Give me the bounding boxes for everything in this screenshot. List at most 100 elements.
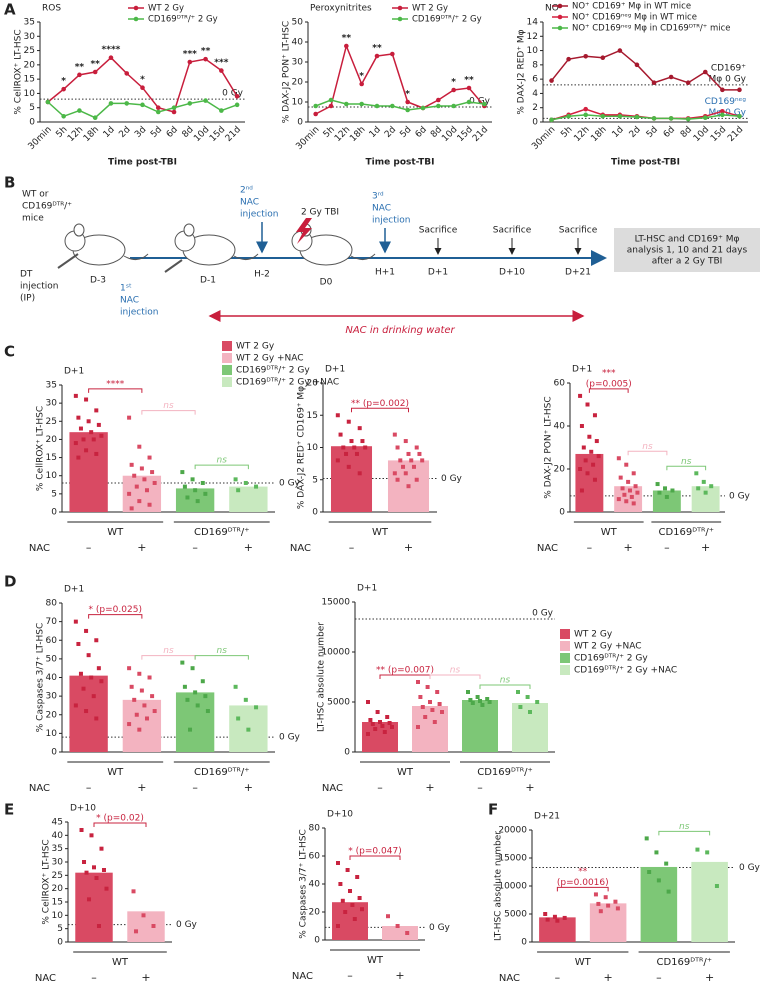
y-tick-label: 20 bbox=[309, 908, 321, 918]
data-point bbox=[137, 727, 142, 732]
diagram-text: NAC in drinking water bbox=[345, 325, 455, 336]
data-point bbox=[374, 103, 380, 109]
data-point bbox=[131, 889, 136, 894]
x-axis-label: Time post-TBI bbox=[611, 158, 680, 168]
data-point bbox=[61, 86, 66, 92]
data-point bbox=[144, 716, 149, 721]
legend-swatch bbox=[222, 353, 232, 363]
data-point bbox=[555, 918, 560, 923]
data-point bbox=[132, 473, 137, 478]
data-point bbox=[243, 697, 248, 702]
comparison-label: ns bbox=[450, 666, 461, 676]
data-point bbox=[152, 480, 157, 485]
data-point bbox=[366, 700, 370, 704]
data-point bbox=[140, 85, 145, 91]
data-point bbox=[99, 679, 104, 684]
data-point bbox=[81, 437, 86, 442]
data-point bbox=[84, 709, 89, 714]
data-point bbox=[254, 484, 259, 489]
bar bbox=[640, 866, 678, 942]
data-point bbox=[631, 501, 636, 506]
x-tick-label: 18h bbox=[348, 125, 367, 144]
group-label: WT bbox=[372, 527, 389, 538]
data-point bbox=[132, 697, 137, 702]
comparison-bracket bbox=[141, 410, 196, 415]
y-tick-label: 50 bbox=[292, 18, 304, 28]
panel-letter: B bbox=[4, 174, 15, 192]
chart-title: D+1 bbox=[64, 367, 84, 377]
data-point bbox=[190, 666, 195, 671]
comparison-label: ** (p=0.002) bbox=[351, 399, 409, 409]
series-line bbox=[315, 99, 485, 111]
diagram-text: NAC bbox=[240, 198, 259, 208]
data-point bbox=[647, 870, 652, 874]
data-point bbox=[380, 724, 385, 728]
bar bbox=[69, 432, 108, 512]
data-point bbox=[246, 727, 251, 732]
data-point bbox=[606, 903, 611, 908]
y-tick-label: 25 bbox=[24, 46, 35, 56]
data-point bbox=[180, 660, 185, 665]
data-point bbox=[618, 475, 623, 480]
data-point bbox=[387, 721, 392, 725]
data-point bbox=[622, 492, 627, 497]
data-point bbox=[591, 462, 596, 467]
diagram-text: (IP) bbox=[20, 294, 35, 304]
data-point bbox=[79, 828, 84, 832]
data-point bbox=[656, 878, 661, 883]
data-point bbox=[45, 99, 51, 105]
data-point bbox=[386, 914, 390, 919]
y-axis-label: LT-HSC absolute number bbox=[317, 622, 327, 732]
data-point bbox=[152, 709, 157, 714]
data-point bbox=[185, 495, 190, 500]
data-point bbox=[375, 710, 380, 714]
y-tick-label: 10000 bbox=[498, 882, 527, 892]
data-point bbox=[195, 703, 200, 708]
data-point bbox=[694, 471, 699, 476]
legend-label: CD169ᴰᵀᴿ/⁺ 2 Gy bbox=[236, 366, 310, 376]
data-point bbox=[73, 393, 78, 398]
diagram-text: DT bbox=[20, 270, 33, 280]
data-point bbox=[360, 439, 365, 444]
data-point bbox=[390, 725, 394, 729]
data-point bbox=[451, 87, 456, 93]
legend-swatch bbox=[557, 25, 563, 31]
x-tick-label: 1d bbox=[368, 125, 383, 140]
x-tick-label: 12h bbox=[333, 125, 352, 144]
y-tick-label: 40 bbox=[309, 880, 321, 890]
y-tick-label: 5 bbox=[312, 475, 318, 485]
data-point bbox=[705, 850, 710, 855]
data-point bbox=[585, 402, 590, 407]
diagram-text: 3ʳᵈ bbox=[372, 192, 384, 202]
group-label: CD169ᴰᵀᴿ/⁺ bbox=[194, 527, 250, 538]
legend-label: NO⁺ CD169ⁿᵉᵍ Mφ in CD169ᴰᵀᴿ/⁺ mice bbox=[572, 24, 731, 34]
data-point bbox=[61, 113, 66, 119]
data-point bbox=[696, 486, 701, 491]
data-point bbox=[137, 499, 142, 504]
data-point bbox=[344, 101, 349, 107]
data-point bbox=[525, 695, 530, 699]
chart-title: D+1 bbox=[325, 365, 345, 375]
comparison-bracket bbox=[93, 822, 147, 827]
bar bbox=[127, 911, 165, 942]
annotation: **** bbox=[102, 45, 121, 55]
data-point bbox=[96, 924, 101, 928]
legend-swatch bbox=[397, 16, 403, 22]
data-point bbox=[613, 899, 618, 904]
legend-swatch bbox=[133, 16, 139, 22]
data-point bbox=[151, 924, 156, 928]
comparison-bracket bbox=[588, 388, 629, 393]
x-tick-label: 18h bbox=[589, 125, 608, 144]
diagram-text: D0 bbox=[320, 278, 333, 288]
data-point bbox=[368, 718, 373, 722]
panel-letter: F bbox=[488, 801, 498, 819]
data-point bbox=[352, 917, 357, 921]
data-point bbox=[624, 499, 629, 504]
data-point bbox=[420, 458, 425, 463]
y-tick-label: 0 bbox=[559, 508, 565, 518]
annotation: ** bbox=[464, 76, 474, 86]
data-point bbox=[127, 415, 132, 420]
y-tick-label: 40 bbox=[292, 38, 304, 48]
legend-label: CD169ᴰᵀᴿ/⁺ 2 Gy bbox=[148, 15, 218, 25]
comparison-label: (p=0.005) bbox=[586, 379, 632, 389]
